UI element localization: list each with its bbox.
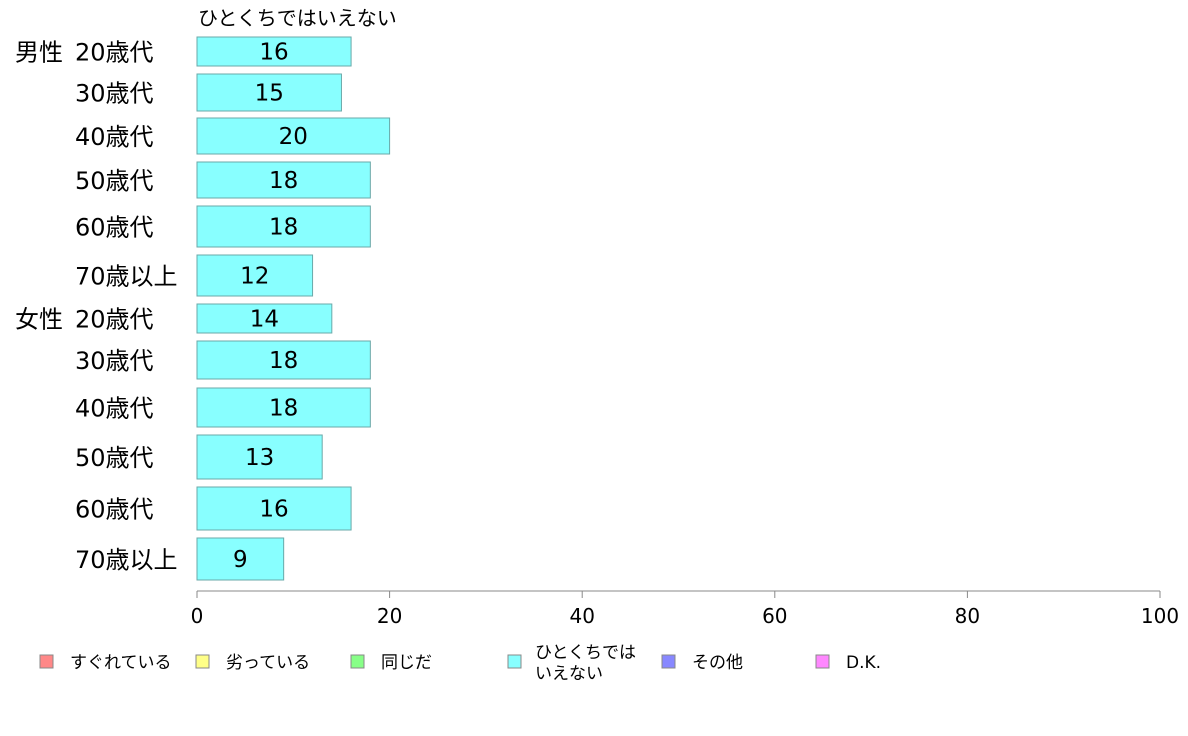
legend-swatch [195, 654, 210, 669]
bar-value-label: 16 [259, 40, 288, 66]
category-label: 60歳代 [75, 214, 154, 242]
x-tick-label: 40 [569, 604, 594, 628]
x-tick-label: 60 [762, 604, 787, 628]
bar-row-60歳代 [196, 205, 371, 248]
bar-value-label: 15 [255, 81, 284, 107]
legend-swatch [350, 654, 365, 669]
bar-row-70歳以上 [196, 537, 285, 581]
category-label: 20歳代 [75, 306, 154, 334]
x-tick-label: 80 [955, 604, 980, 628]
bar-value-label: 16 [259, 497, 288, 523]
legend-swatch [39, 654, 54, 669]
bar-value-label: 18 [269, 215, 298, 241]
category-label: 50歳代 [75, 444, 154, 472]
category-label: 30歳代 [75, 347, 154, 375]
group-label: 男性 [15, 39, 63, 67]
group-label: 女性 [15, 306, 63, 334]
legend-label: すぐれている [70, 653, 172, 673]
x-tick-label: 100 [1141, 604, 1179, 628]
legend-label: 同じだ [381, 653, 432, 673]
category-label: 40歳代 [75, 123, 154, 151]
bar-value-label: 18 [269, 348, 298, 374]
category-label: 70歳以上 [75, 546, 178, 574]
legend-label: その他 [692, 653, 743, 673]
bar-value-label: 9 [233, 547, 248, 573]
category-label: 30歳代 [75, 80, 154, 108]
x-axis: 0 20 40 60 80 100 [191, 590, 1179, 628]
bar-value-label: 14 [250, 307, 279, 333]
legend-label: 劣っている [226, 653, 310, 673]
bar-row-50歳代 [196, 161, 371, 199]
bar-row-40歳代 [196, 387, 371, 428]
bar-value-label: 13 [245, 445, 274, 471]
bar-row-70歳以上 [196, 254, 314, 297]
category-label: 40歳代 [75, 395, 154, 423]
legend: すぐれている 劣っている 同じだ ひとくちではいえない その他 D.K. [39, 643, 881, 684]
bar-row-30歳代 [196, 73, 342, 112]
bar-value-label: 18 [269, 396, 298, 422]
legend-swatch [661, 654, 676, 669]
category-label: 60歳代 [75, 496, 154, 524]
bar-row-50歳代 [196, 434, 323, 480]
bar-row-40歳代 [196, 117, 391, 155]
x-tick-label: 20 [377, 604, 402, 628]
legend-swatch [507, 654, 522, 669]
x-tick-label: 0 [191, 604, 204, 628]
legend-swatch [815, 654, 830, 669]
legend-label: いえない [535, 664, 603, 684]
bar-value-label: 18 [269, 168, 298, 194]
legend-label: ひとくちでは [535, 643, 636, 663]
bar-男性-20歳代 [196, 36, 352, 67]
category-label: 70歳以上 [75, 263, 178, 291]
bar-row-60歳代 [196, 486, 352, 531]
series-header-label: ひとくちではいえない [198, 6, 397, 30]
bar-女性-20歳代 [196, 303, 333, 334]
category-label: 20歳代 [75, 39, 154, 67]
bar-value-label: 12 [240, 264, 269, 290]
bar-value-label: 20 [279, 124, 308, 150]
legend-label: D.K. [846, 653, 881, 673]
category-label: 50歳代 [75, 167, 154, 195]
bar-row-30歳代 [196, 340, 371, 380]
